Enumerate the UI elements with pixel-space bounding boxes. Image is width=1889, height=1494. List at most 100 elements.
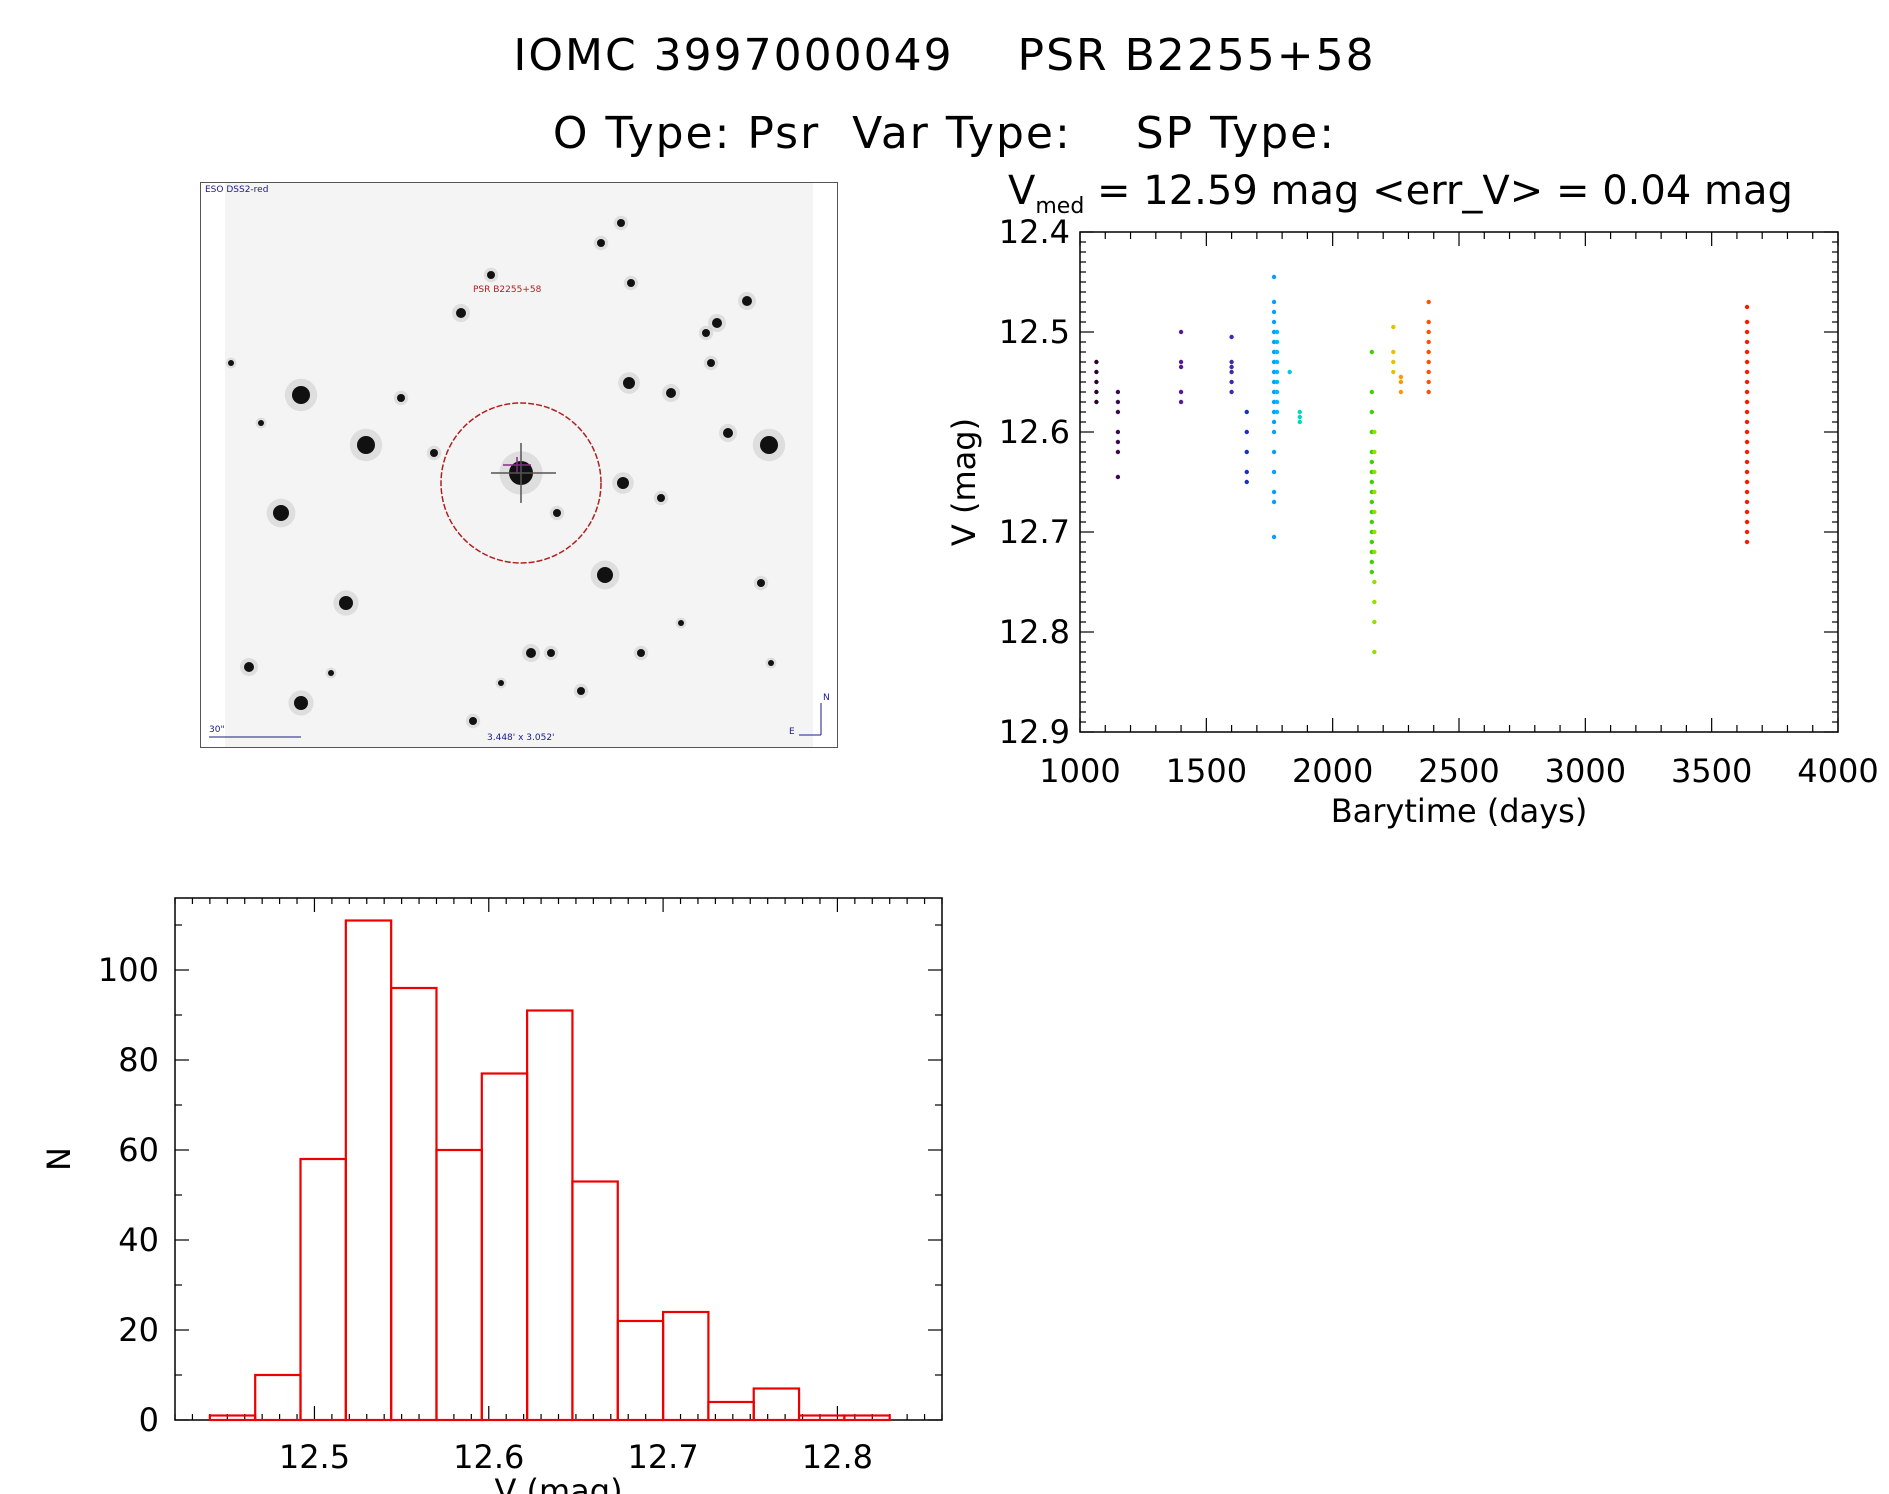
- lc-point: [1426, 329, 1431, 335]
- lc-point: [1744, 539, 1750, 545]
- lc-point: [1744, 419, 1750, 425]
- fov-label: 3.448' x 3.052': [487, 733, 555, 743]
- north-label: N: [823, 693, 830, 703]
- chart-subtitle: O Type: Psr Var Type: SP Type:: [552, 108, 1337, 159]
- lc-point: [1426, 369, 1431, 375]
- lc-point: [1744, 339, 1750, 345]
- lc-point: [1244, 429, 1249, 435]
- hist-bar: [707, 1400, 755, 1422]
- lc-point: [1271, 429, 1277, 435]
- lc-point: [1271, 309, 1277, 315]
- hist-xlabel: V (mag): [494, 1472, 622, 1494]
- hist-ytick-label: 80: [118, 1041, 159, 1079]
- lc-point: [1744, 409, 1750, 415]
- lc-point: [1744, 479, 1750, 485]
- lc-point: [1274, 339, 1280, 345]
- lc-point: [1372, 599, 1377, 605]
- lc-point: [1372, 549, 1377, 555]
- lc-point: [1271, 534, 1277, 540]
- lc-point: [1744, 489, 1750, 495]
- hist-frame: [174, 897, 943, 1421]
- lc-ytick-label: 12.8: [999, 613, 1070, 651]
- lc-point: [1426, 349, 1431, 355]
- lc-point: [1271, 399, 1277, 405]
- hist-ytick-label: 60: [118, 1131, 159, 1169]
- hist-bar: [797, 1414, 846, 1422]
- lc-point: [1244, 449, 1249, 455]
- lc-point: [1744, 389, 1750, 395]
- hist-bar: [843, 1414, 891, 1422]
- lc-point: [1274, 349, 1280, 355]
- lc-point: [1369, 389, 1375, 395]
- lc-frame: [1079, 231, 1839, 733]
- lc-xtick-label: 1500: [1166, 752, 1247, 790]
- hist-bar: [616, 1319, 665, 1422]
- lc-point: [1094, 399, 1099, 405]
- scale-label: 30": [209, 725, 225, 735]
- lc-point: [1744, 519, 1750, 525]
- hist-ytick-label: 20: [118, 1311, 159, 1349]
- hist-bar: [299, 1157, 347, 1422]
- lc-point: [1274, 369, 1280, 375]
- hist-bar: [526, 1009, 574, 1422]
- lc-point: [1271, 469, 1277, 475]
- lc-point: [1229, 389, 1234, 395]
- lc-point: [1391, 349, 1396, 355]
- lc-point: [1271, 359, 1277, 365]
- lc-point: [1229, 334, 1234, 340]
- hist-bar: [752, 1387, 801, 1422]
- lc-point: [1115, 439, 1121, 445]
- lc-point: [1372, 429, 1377, 435]
- lc-point: [1372, 469, 1377, 475]
- hist-xtick-label: 12.7: [627, 1438, 698, 1476]
- lc-point: [1426, 379, 1431, 385]
- lc-point: [1271, 419, 1277, 425]
- lc-point: [1744, 399, 1750, 405]
- lc-point: [1115, 399, 1121, 405]
- lc-point: [1287, 369, 1292, 375]
- hist-ytick-label: 100: [98, 951, 159, 989]
- lc-point: [1744, 304, 1750, 310]
- finder-chart-image: [201, 183, 837, 747]
- lc-point: [1398, 374, 1404, 380]
- lc-point: [1271, 274, 1277, 280]
- lc-point: [1229, 369, 1234, 375]
- lc-point: [1274, 399, 1280, 405]
- lc-point: [1274, 409, 1280, 415]
- lc-point: [1426, 319, 1431, 325]
- lc-point: [1115, 409, 1121, 415]
- lc-point: [1115, 389, 1121, 395]
- lc-point: [1274, 359, 1280, 365]
- east-label: E: [789, 727, 795, 737]
- hist-bar: [435, 1148, 483, 1422]
- lc-point: [1744, 349, 1750, 355]
- lc-ytick-label: 12.7: [999, 513, 1070, 551]
- lc-point: [1271, 349, 1277, 355]
- lc-point: [1297, 414, 1303, 420]
- lc-point: [1244, 409, 1249, 415]
- hist-ylabel: N: [40, 1147, 78, 1171]
- lc-xtick-label: 2000: [1292, 752, 1373, 790]
- lc-point: [1244, 469, 1249, 475]
- survey-label: ESO DSS2-red: [205, 185, 269, 195]
- hist-bar: [480, 1072, 529, 1422]
- lc-xtick-label: 3500: [1671, 752, 1752, 790]
- lc-point: [1391, 369, 1396, 375]
- lc-point: [1094, 389, 1099, 395]
- lc-point: [1744, 499, 1750, 505]
- lc-point: [1372, 489, 1377, 495]
- lc-point: [1271, 449, 1277, 455]
- lc-point: [1426, 339, 1431, 345]
- lc-point: [1391, 359, 1396, 365]
- lc-point: [1229, 359, 1234, 365]
- lc-xtick-label: 2500: [1418, 752, 1499, 790]
- hist-bar: [390, 986, 438, 1422]
- lc-point: [1369, 459, 1375, 465]
- lc-point: [1744, 369, 1750, 375]
- lc-point: [1372, 579, 1377, 585]
- lc-point: [1244, 479, 1249, 485]
- lc-point: [1744, 429, 1750, 435]
- hist-bar: [661, 1310, 710, 1422]
- hist-bar: [208, 1414, 257, 1422]
- lc-point: [1391, 324, 1396, 330]
